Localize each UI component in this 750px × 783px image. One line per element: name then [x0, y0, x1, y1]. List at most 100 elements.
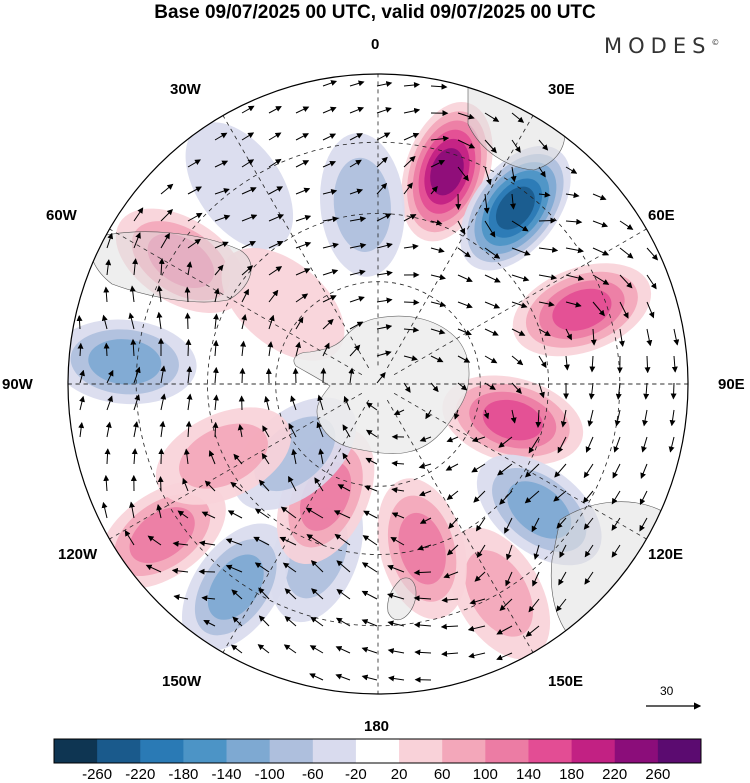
wind-vector [403, 82, 420, 88]
wind-vector [565, 247, 584, 254]
wind-vector [484, 139, 497, 154]
wind-vector [295, 268, 311, 276]
wind-vector [457, 112, 475, 120]
wind-vector [528, 436, 540, 454]
wind-vector [349, 242, 367, 249]
wind-vector [268, 106, 282, 114]
wind-vector [524, 463, 540, 478]
wind-vector [364, 485, 378, 492]
wind-vector [457, 301, 473, 309]
wind-vector [496, 652, 513, 661]
wind-vector [225, 538, 243, 546]
lon-label-150e: 150E [548, 673, 584, 690]
wind-vector [376, 297, 393, 304]
wind-vector [349, 269, 366, 276]
wind-vector [376, 372, 386, 384]
anomaly-contour [129, 507, 195, 564]
wind-vector [387, 648, 405, 654]
wind-vector [314, 477, 324, 492]
wind-vector [295, 160, 310, 168]
wind-vector [258, 587, 270, 600]
wind-vector [467, 625, 486, 632]
wind-vector [453, 409, 460, 420]
anomaly-contour [552, 288, 612, 331]
wind-vector [322, 189, 338, 195]
wind-vector [430, 185, 438, 195]
wind-vector [156, 285, 163, 303]
wind-vector [457, 274, 473, 282]
wind-vector [476, 544, 486, 559]
wind-vector [611, 517, 621, 531]
colorbar-tick-label: -180 [168, 766, 199, 783]
colorbar-swatch [269, 739, 314, 763]
wind-vector [160, 365, 167, 384]
anomaly-contour [333, 157, 391, 252]
wind-vector [670, 382, 677, 400]
wind-vector [208, 450, 216, 465]
wind-vector [418, 463, 432, 469]
wind-vector [184, 312, 191, 330]
wind-vector [471, 463, 486, 473]
wind-vector [446, 490, 459, 501]
wind-vector [124, 530, 135, 546]
anomaly-contour [185, 122, 294, 250]
wind-vector [403, 382, 411, 393]
wind-vector [619, 274, 633, 289]
wind-vector [376, 156, 388, 168]
wind-vector [391, 460, 405, 467]
wind-vector [145, 564, 162, 573]
colorbar-swatch [226, 739, 271, 763]
wind-vector [457, 382, 468, 391]
wind-reference-value: 30 [660, 684, 674, 698]
lon-label-30e: 30E [548, 81, 575, 98]
wind-vector [388, 675, 405, 682]
wind-vector [133, 394, 141, 411]
wind-vector [524, 490, 540, 504]
wind-vector [291, 448, 298, 465]
colorbar-tick-label: 260 [645, 766, 671, 783]
wind-vector [241, 288, 249, 303]
wind-vector [556, 517, 567, 529]
wind-vector [565, 328, 572, 341]
wind-vector [186, 393, 193, 411]
wind-vector [349, 159, 362, 168]
wind-vector [214, 160, 229, 168]
wind-vector [225, 564, 243, 573]
wind-vector [538, 139, 549, 151]
wind-vector [484, 355, 498, 364]
wind-vector [309, 645, 324, 654]
wind-vector [639, 490, 648, 506]
wind-vector [133, 366, 141, 384]
wind-vector [376, 107, 392, 114]
wind-vector [504, 517, 513, 534]
wind-vector [673, 328, 680, 346]
wind-vector [185, 338, 192, 357]
brand-mark: © [711, 38, 720, 47]
wind-vector [403, 243, 419, 250]
wind-vector [268, 158, 282, 168]
wind-vector [227, 510, 243, 519]
wind-vector [349, 216, 367, 223]
wind-vector [77, 342, 84, 357]
wind-vector [642, 409, 648, 427]
wind-vector [172, 540, 189, 547]
lon-label-60e: 60E [648, 207, 675, 224]
wind-vector [430, 219, 443, 226]
wind-vector [230, 481, 243, 492]
wind-vector [417, 544, 432, 551]
wind-vector [129, 501, 135, 519]
wind-vector [241, 314, 248, 330]
colorbar-tick-label: -140 [211, 766, 242, 783]
wind-vector [213, 287, 220, 303]
wind-vector [403, 155, 416, 168]
wind-vector [322, 133, 337, 141]
wind-vector [643, 382, 650, 400]
wind-vector [241, 159, 255, 168]
meridian-line [109, 228, 363, 376]
wind-vector [671, 355, 678, 373]
anomaly-contour [179, 423, 268, 489]
wind-vector [468, 652, 486, 659]
colorbar-swatch [571, 739, 616, 763]
wind-vector [187, 212, 203, 222]
